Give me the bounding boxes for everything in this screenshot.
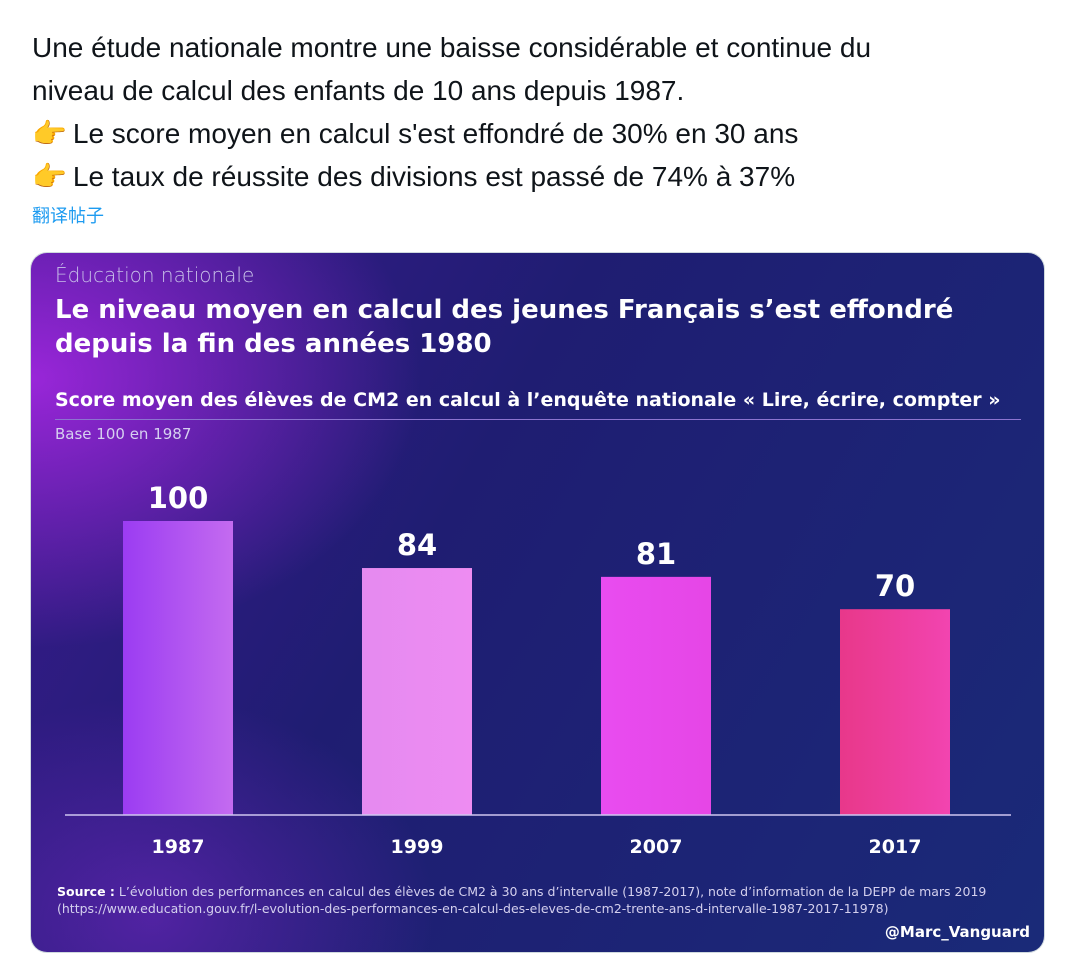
bar-value-label: 100 bbox=[148, 481, 209, 515]
tweet-line-1: Une étude nationale montre une baisse co… bbox=[32, 32, 872, 63]
source-text: L’évolution des performances en calcul d… bbox=[57, 884, 987, 916]
pointing-hand-icon: 👉 bbox=[32, 118, 67, 149]
bar-value-label: 70 bbox=[875, 569, 915, 603]
author-handle: @Marc_Vanguard bbox=[884, 923, 1030, 941]
bar-2007 bbox=[601, 576, 711, 815]
bar-value-label: 84 bbox=[397, 528, 437, 562]
tweet-line-4-text: Le taux de réussite des divisions est pa… bbox=[72, 161, 796, 192]
card-category: Éducation nationale bbox=[55, 263, 255, 287]
bars-group: 100 1987 84 1999 81 2007 70 2017 bbox=[123, 481, 950, 858]
bar-1999 bbox=[362, 568, 472, 815]
tweet-text: Une étude nationale montre une baisse co… bbox=[32, 26, 1042, 198]
tweet-line-3: 👉 Le score moyen en calcul s'est effondré… bbox=[32, 112, 1042, 155]
pointing-hand-icon: 👉 bbox=[32, 161, 67, 192]
source-note: Source : L’évolution des performances en… bbox=[57, 883, 1017, 917]
bar-chart: 100 1987 84 1999 81 2007 70 2017 bbox=[65, 481, 1011, 858]
chart-subtitle: Score moyen des élèves de CM2 en calcul … bbox=[55, 389, 1001, 411]
subtitle-divider bbox=[55, 419, 1021, 420]
bar-value-label: 81 bbox=[636, 537, 676, 571]
bar-1987 bbox=[123, 521, 233, 815]
chart-image-card[interactable]: Éducation nationale Le niveau moyen en c… bbox=[31, 253, 1044, 952]
tweet-line-2: niveau de calcul des enfants de 10 ans d… bbox=[32, 75, 685, 106]
x-tick-label: 2017 bbox=[869, 836, 922, 858]
source-label: Source : bbox=[57, 884, 115, 899]
translate-post-link[interactable]: 翻译帖子 bbox=[32, 206, 104, 226]
x-tick-label: 2007 bbox=[630, 836, 683, 858]
x-tick-label: 1999 bbox=[391, 836, 444, 858]
chart-title: Le niveau moyen en calcul des jeunes Fra… bbox=[55, 295, 954, 359]
chart-base-note: Base 100 en 1987 bbox=[55, 425, 192, 443]
tweet-line-4: 👉 Le taux de réussite des divisions est p… bbox=[32, 155, 1042, 198]
bar-2017 bbox=[840, 609, 950, 815]
tweet-line-3-text: Le score moyen en calcul s'est effondré … bbox=[72, 118, 799, 149]
x-tick-label: 1987 bbox=[152, 836, 205, 858]
